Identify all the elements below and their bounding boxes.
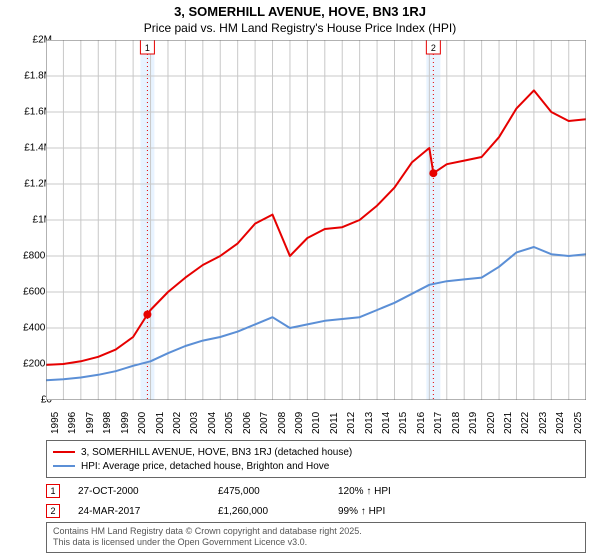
x-tick-label: 2014 [381, 412, 392, 434]
attribution-line: Contains HM Land Registry data © Crown c… [53, 526, 579, 537]
x-tick-label: 2011 [329, 412, 340, 434]
x-tick-label: 2013 [364, 412, 375, 434]
legend-label: HPI: Average price, detached house, Brig… [81, 461, 329, 472]
x-tick-label: 2024 [555, 412, 566, 434]
x-tick-label: 2009 [294, 412, 305, 434]
x-tick-label: 2000 [137, 412, 148, 434]
chart-svg: 12 [46, 40, 586, 400]
svg-text:2: 2 [431, 43, 436, 53]
x-tick-label: 2021 [503, 412, 514, 434]
legend-row: HPI: Average price, detached house, Brig… [53, 459, 579, 473]
x-tick-label: 2023 [538, 412, 549, 434]
marker-number-box: 1 [46, 484, 60, 498]
x-tick-label: 2002 [172, 412, 183, 434]
x-tick-label: 2005 [224, 412, 235, 434]
legend-box: 3, SOMERHILL AVENUE, HOVE, BN3 1RJ (deta… [46, 440, 586, 478]
x-tick-label: 2010 [311, 412, 322, 434]
x-tick-label: 2016 [416, 412, 427, 434]
x-tick-label: 2015 [398, 412, 409, 434]
marker-hpi-delta: 120% ↑ HPI [338, 486, 458, 497]
x-axis-labels: 1995 1996 1997 1998 1999 2000 2001 2002 2003 2004… [46, 402, 586, 442]
x-tick-label: 1998 [102, 412, 113, 434]
legend-swatch [53, 465, 75, 467]
svg-text:1: 1 [145, 43, 150, 53]
x-tick-label: 2022 [520, 412, 531, 434]
x-tick-label: 2006 [242, 412, 253, 434]
x-tick-label: 2019 [468, 412, 479, 434]
x-tick-label: 1995 [50, 412, 61, 434]
chart-container: 3, SOMERHILL AVENUE, HOVE, BN3 1RJ Price… [0, 0, 600, 560]
x-tick-label: 2003 [189, 412, 200, 434]
x-tick-label: 2004 [207, 412, 218, 434]
marker-price: £475,000 [218, 486, 338, 497]
legend-swatch [53, 451, 75, 453]
x-tick-label: 2012 [346, 412, 357, 434]
x-tick-label: 2018 [451, 412, 462, 434]
x-tick-label: 2007 [259, 412, 270, 434]
chart-subtitle: Price paid vs. HM Land Registry's House … [0, 21, 600, 35]
x-tick-label: 2025 [573, 412, 584, 434]
x-tick-label: 2001 [155, 412, 166, 434]
chart-title: 3, SOMERHILL AVENUE, HOVE, BN3 1RJ [0, 4, 600, 19]
marker-date: 27-OCT-2000 [78, 486, 218, 497]
attribution-box: Contains HM Land Registry data © Crown c… [46, 522, 586, 553]
x-tick-label: 1996 [67, 412, 78, 434]
legend-row: 3, SOMERHILL AVENUE, HOVE, BN3 1RJ (deta… [53, 445, 579, 459]
plot-area: 12 [46, 40, 586, 400]
marker-hpi-delta: 99% ↑ HPI [338, 506, 458, 517]
x-tick-label: 2008 [277, 412, 288, 434]
marker-row: 1 27-OCT-2000 £475,000 120% ↑ HPI [46, 482, 586, 500]
markers-table: 1 27-OCT-2000 £475,000 120% ↑ HPI 2 24-M… [46, 480, 586, 520]
x-tick-label: 2020 [486, 412, 497, 434]
marker-number: 2 [50, 506, 55, 516]
marker-row: 2 24-MAR-2017 £1,260,000 99% ↑ HPI [46, 502, 586, 520]
marker-number-box: 2 [46, 504, 60, 518]
marker-number: 1 [50, 486, 55, 496]
legend-label: 3, SOMERHILL AVENUE, HOVE, BN3 1RJ (deta… [81, 447, 352, 458]
marker-price: £1,260,000 [218, 506, 338, 517]
x-tick-label: 2017 [433, 412, 444, 434]
x-tick-label: 1999 [120, 412, 131, 434]
marker-date: 24-MAR-2017 [78, 506, 218, 517]
attribution-line: This data is licensed under the Open Gov… [53, 537, 579, 548]
x-tick-label: 1997 [85, 412, 96, 434]
titles-block: 3, SOMERHILL AVENUE, HOVE, BN3 1RJ Price… [0, 0, 600, 35]
